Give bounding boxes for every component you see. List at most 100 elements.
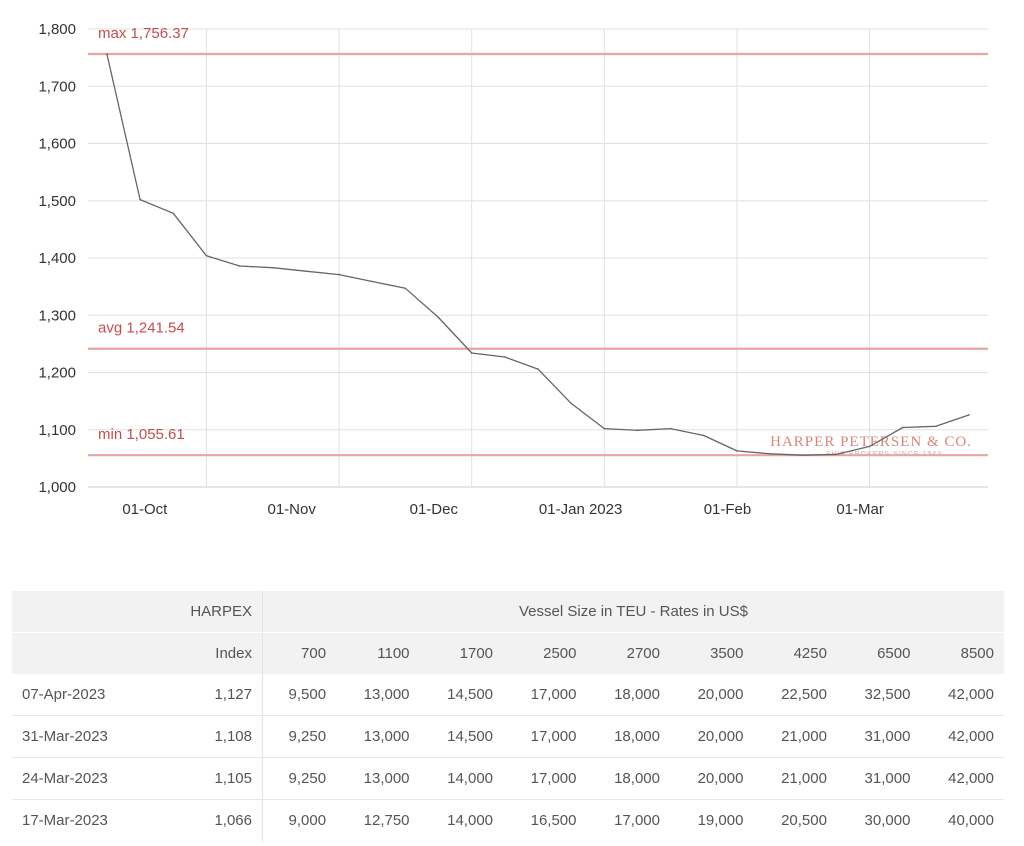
rate-cell: 17,000 — [503, 715, 587, 758]
rate-cell: 31,000 — [836, 757, 921, 800]
data-point — [537, 368, 539, 370]
rate-cell: 22,500 — [753, 674, 837, 716]
row-index: 1,105 — [214, 770, 252, 787]
y-tick-label: 1,500 — [38, 193, 76, 210]
table-body: 07-Apr-2023 1,127 9,500 13,000 14,500 17,000 1… — [12, 674, 1004, 841]
x-tick-label: 01-Oct — [122, 501, 168, 518]
rate-cell: 17,000 — [614, 812, 660, 829]
table-row: 24-Mar-2023 1,105 9,250 13,000 14,000 17,000 1… — [12, 757, 1004, 800]
size-header: 1700 — [459, 645, 494, 662]
row-label-cell: 07-Apr-2023 1,127 — [12, 674, 263, 716]
size-header: 700 — [301, 645, 327, 662]
rate-cell: 20,000 — [669, 715, 754, 758]
rate-cell: 16,500 — [530, 812, 577, 829]
data-point — [636, 429, 639, 432]
axis-labels: 1,000 1,100 1,200 1,300 1,400 1,500 1,600 1,700… — [38, 21, 883, 518]
row-date: 31-Mar-2023 — [22, 728, 108, 745]
data-point — [470, 352, 473, 354]
rate-cell: 14,500 — [419, 674, 504, 716]
harpex-line-chart: max 1,756.37 avg 1,241.54 min 1,055.61 HAR… — [38, 21, 988, 518]
rate-cell: 17,000 — [503, 674, 587, 716]
rate-cell: 32,500 — [836, 674, 921, 716]
rate-cell: 42,000 — [920, 715, 1004, 758]
data-point — [504, 356, 506, 358]
data-point — [868, 445, 871, 448]
row-date: 24-Mar-2023 — [22, 770, 108, 787]
harper-petersen-watermark: HARPER PETERSEN & CO. SHIP BROKERS SINCE… — [770, 434, 971, 458]
data-point — [305, 270, 307, 272]
rate-cell: 30,000 — [864, 812, 911, 829]
rate-cell: 14,500 — [419, 715, 504, 758]
harpex-header: HARPEX — [12, 591, 263, 633]
reference-label: min 1,055.61 — [98, 426, 185, 443]
table-row: 31-Mar-2023 1,108 9,250 13,000 14,500 17,000 1… — [12, 715, 1004, 758]
row-date: 17-Mar-2023 — [22, 812, 108, 829]
data-point — [404, 287, 407, 290]
reference-label: avg 1,241.54 — [98, 320, 185, 337]
rate-cell: 20,500 — [781, 812, 827, 829]
rate-cell: 40,000 — [948, 812, 994, 829]
harpex-series-line — [106, 53, 970, 456]
data-point — [437, 316, 440, 319]
size-header: 8500 — [960, 645, 994, 662]
rate-cell: 13,000 — [336, 757, 420, 800]
y-tick-label: 1,400 — [38, 250, 76, 267]
reference-lines: max 1,756.37 avg 1,241.54 min 1,055.61 — [88, 25, 988, 457]
y-tick-label: 1,700 — [38, 78, 76, 95]
data-point — [968, 414, 970, 416]
data-point — [338, 273, 340, 276]
size-header: 3500 — [710, 645, 744, 662]
y-tick-label: 1,000 — [38, 479, 76, 496]
data-point — [603, 427, 606, 430]
size-header: 2500 — [543, 645, 577, 662]
table-row: 17-Mar-2023 1,066 9,000 12,750 14,000 16,500 1… — [12, 799, 1004, 841]
row-label-cell: 31-Mar-2023 1,108 — [12, 715, 263, 758]
rate-cell: 13,000 — [336, 715, 420, 758]
rate-cell: 9,250 — [262, 715, 337, 758]
size-header: 1100 — [377, 645, 410, 662]
data-point — [736, 450, 738, 452]
y-tick-label: 1,200 — [38, 365, 76, 382]
vessel-size-header: Vessel Size in TEU - Rates in US$ — [262, 591, 1004, 633]
data-point — [139, 198, 141, 201]
data-point — [570, 402, 572, 405]
y-tick-label: 1,800 — [38, 21, 76, 38]
row-label-cell: 17-Mar-2023 1,066 — [12, 799, 263, 841]
y-tick-label: 1,100 — [38, 422, 76, 439]
data-point — [238, 265, 241, 267]
data-point — [172, 212, 175, 215]
rate-cell: 20,000 — [669, 757, 754, 800]
rate-cell: 18,000 — [586, 757, 670, 800]
y-tick-label: 1,300 — [38, 307, 76, 324]
rate-cell: 14,000 — [447, 812, 494, 829]
data-point — [669, 427, 672, 430]
data-point — [205, 254, 208, 257]
size-header: 4250 — [793, 645, 827, 662]
x-tick-label: 01-Nov — [268, 501, 317, 518]
row-date: 07-Apr-2023 — [22, 686, 106, 703]
watermark-tagline: SHIP BROKERS SINCE 1943 — [826, 451, 942, 458]
rate-cell: 17,000 — [503, 757, 587, 800]
rate-cell: 31,000 — [836, 715, 921, 758]
row-index: 1,127 — [214, 686, 252, 703]
table-row: 07-Apr-2023 1,127 9,500 13,000 14,500 17,000 1… — [12, 674, 1004, 716]
rate-cell: 42,000 — [920, 757, 1004, 800]
size-header-row: Index 700 1100 1700 2500 2700 3500 4250 6500 850… — [12, 632, 1004, 674]
size-header: 6500 — [877, 645, 911, 662]
data-point — [702, 434, 705, 437]
data-point — [935, 425, 937, 428]
rate-cell: 9,000 — [288, 812, 327, 829]
x-tick-label: 01-Jan 2023 — [539, 501, 622, 518]
x-tick-label: 01-Dec — [410, 501, 459, 518]
data-point — [271, 266, 274, 269]
y-tick-label: 1,600 — [38, 136, 76, 153]
rate-cell: 13,000 — [336, 674, 420, 716]
x-tick-label: 01-Feb — [704, 501, 752, 518]
data-point — [901, 426, 904, 429]
data-point — [769, 452, 771, 455]
rate-cell: 9,500 — [262, 674, 337, 716]
rate-cell: 21,000 — [753, 757, 837, 800]
rate-cell: 9,250 — [262, 757, 337, 800]
rate-cell: 18,000 — [586, 674, 670, 716]
data-point — [106, 53, 108, 55]
